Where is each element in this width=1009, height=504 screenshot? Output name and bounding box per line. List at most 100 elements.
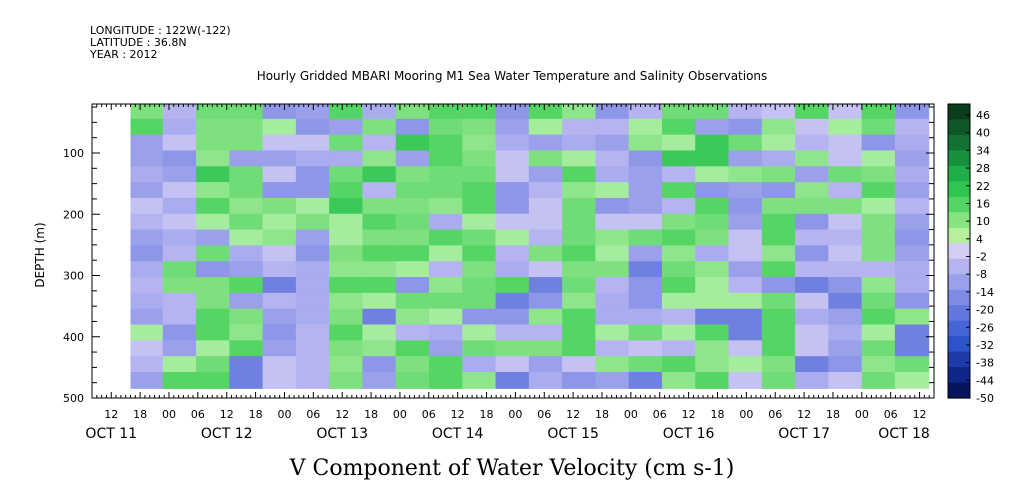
field-cell — [196, 229, 232, 248]
field-cell — [795, 182, 831, 200]
field-cell — [761, 308, 798, 327]
field-cell — [329, 134, 365, 153]
colorbar-swatch — [948, 227, 970, 244]
field-cell — [262, 261, 298, 280]
colorbar-swatch — [948, 305, 970, 322]
field-cell — [229, 340, 265, 359]
field-cell — [595, 340, 631, 359]
field-cell — [828, 118, 864, 137]
field-cell — [661, 229, 698, 248]
field-cell — [162, 308, 199, 327]
velocity-field — [130, 104, 930, 389]
field-cell — [861, 277, 897, 295]
field-cell — [628, 371, 664, 389]
field-cell — [196, 150, 232, 169]
field-cell — [828, 104, 864, 121]
field-cell — [728, 134, 764, 153]
x-day-label: OCT 14 — [432, 426, 484, 442]
field-cell — [495, 277, 531, 295]
field-cell — [429, 166, 465, 185]
field-cell — [695, 371, 731, 389]
field-cell — [861, 229, 897, 248]
field-cell — [661, 308, 698, 327]
field-cell — [861, 308, 897, 327]
field-cell — [661, 261, 698, 280]
colorbar-swatch — [948, 289, 970, 306]
field-cell — [828, 277, 864, 295]
field-cell — [395, 340, 432, 359]
field-cell — [295, 134, 332, 153]
field-cell — [295, 182, 332, 200]
field-cell — [628, 340, 664, 359]
field-cell — [628, 292, 664, 311]
field-cell — [761, 340, 798, 359]
y-tick-label: 500 — [63, 392, 84, 405]
field-cell — [362, 356, 398, 374]
field-cell — [861, 340, 897, 359]
field-cell — [761, 261, 798, 280]
field-cell — [196, 104, 232, 121]
field-cell — [562, 277, 598, 295]
field-cell — [495, 245, 531, 264]
field-cell — [429, 245, 465, 264]
colorbar-label: 22 — [976, 180, 990, 193]
field-cell — [362, 150, 398, 169]
field-cell — [761, 118, 798, 137]
field-cell — [661, 277, 698, 295]
field-cell — [562, 308, 598, 327]
field-cell — [362, 261, 398, 280]
field-cell — [196, 277, 232, 295]
field-cell — [329, 229, 365, 248]
field-cell — [562, 229, 598, 248]
field-cell — [462, 213, 498, 232]
field-cell — [761, 356, 798, 374]
field-cell — [229, 324, 265, 343]
field-cell — [462, 118, 498, 137]
field-cell — [295, 292, 332, 311]
field-cell — [562, 166, 598, 185]
field-cell — [528, 182, 565, 200]
field-cell — [728, 292, 764, 311]
field-cell — [828, 340, 864, 359]
field-cell — [395, 308, 432, 327]
field-cell — [661, 150, 698, 169]
field-cell — [761, 197, 798, 216]
field-cell — [528, 150, 565, 169]
x-day-label: OCT 16 — [663, 426, 715, 442]
field-cell — [894, 261, 930, 280]
field-cell — [795, 213, 831, 232]
field-cell — [162, 197, 199, 216]
field-cell — [495, 356, 531, 374]
y-tick-label: 200 — [63, 208, 84, 221]
field-cell — [795, 118, 831, 137]
field-cell — [462, 340, 498, 359]
field-cell — [130, 245, 165, 264]
field-cell — [495, 261, 531, 280]
field-cell — [196, 371, 232, 389]
field-cell — [795, 371, 831, 389]
field-cell — [562, 356, 598, 374]
field-cell — [695, 261, 731, 280]
field-cell — [861, 166, 897, 185]
x-tick-label: 12 — [682, 408, 696, 421]
field-cell — [495, 166, 531, 185]
field-cell — [429, 197, 465, 216]
x-tick-label: 00 — [508, 408, 522, 421]
field-cell — [795, 261, 831, 280]
field-cell — [196, 213, 232, 232]
field-cell — [628, 261, 664, 280]
field-cell — [229, 292, 265, 311]
field-cell — [795, 324, 831, 343]
field-cell — [162, 134, 199, 153]
field-cell — [595, 261, 631, 280]
field-cell — [295, 104, 332, 121]
field-cell — [262, 356, 298, 374]
x-tick-label: 00 — [393, 408, 407, 421]
field-cell — [595, 356, 631, 374]
field-cell — [429, 292, 465, 311]
field-cell — [628, 245, 664, 264]
x-tick-label: 00 — [624, 408, 638, 421]
field-cell — [795, 134, 831, 153]
field-cell — [429, 261, 465, 280]
field-cell — [695, 245, 731, 264]
